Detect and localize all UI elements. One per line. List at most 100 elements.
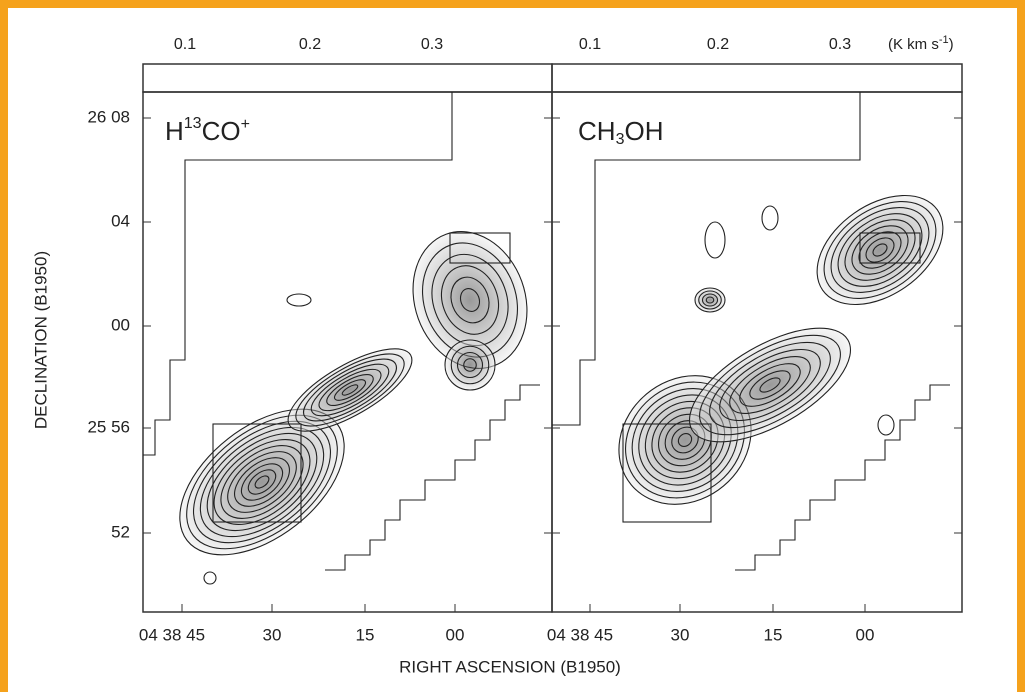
contour — [694, 287, 726, 313]
contour — [705, 296, 715, 304]
contour — [688, 327, 852, 443]
contour — [220, 445, 304, 519]
y-tick-label: 04 — [111, 211, 130, 230]
contour — [759, 377, 781, 393]
contour — [295, 353, 405, 427]
contour — [459, 288, 481, 312]
contour — [816, 194, 944, 306]
colorbar-unit: (K km s-1) — [888, 34, 954, 53]
contour — [247, 469, 277, 495]
contour — [872, 243, 888, 257]
x-tick-label: 00 — [446, 625, 465, 644]
contour — [739, 363, 801, 407]
region-box — [859, 232, 921, 264]
panel-label: CH3OH — [578, 116, 663, 148]
colorbar-tick-label: 0.3 — [829, 36, 851, 53]
contour-fill — [689, 328, 851, 442]
contour-fill — [413, 231, 527, 369]
label-part: CO — [202, 116, 241, 146]
contour — [287, 348, 413, 432]
contour — [729, 356, 811, 414]
contour — [749, 370, 791, 400]
contour — [341, 384, 359, 396]
colorbar-tick-label: 0.1 — [579, 36, 601, 53]
contour — [456, 351, 484, 379]
contour — [877, 414, 895, 436]
colorbar-tick-label: 0.2 — [707, 36, 729, 53]
contour-fill — [817, 195, 943, 305]
unit-part: (K km s — [888, 36, 939, 53]
contour — [709, 341, 831, 429]
contour — [240, 463, 284, 501]
contour — [450, 276, 490, 324]
contour — [761, 205, 779, 231]
x-tick-label: 30 — [263, 625, 282, 644]
contour — [865, 237, 895, 263]
label-part: OH — [624, 116, 663, 146]
survey-boundary — [143, 92, 453, 456]
contour — [440, 265, 500, 335]
contour — [234, 457, 290, 507]
contour — [318, 368, 382, 412]
contour — [450, 345, 490, 385]
y-tick-label: 26 08 — [87, 107, 130, 126]
contour-fill — [695, 288, 725, 312]
contour — [206, 432, 318, 532]
contour — [677, 433, 693, 447]
survey-boundary — [735, 384, 950, 571]
label-part: CH — [578, 116, 616, 146]
contour — [326, 374, 374, 406]
unit-part: ) — [949, 36, 954, 53]
contour — [333, 379, 367, 401]
y-axis-title: DECLINATION (B1950) — [31, 251, 50, 429]
contour — [704, 221, 726, 259]
panel-frame — [551, 91, 963, 613]
contour — [203, 571, 217, 585]
contour — [199, 426, 325, 538]
label-part: H — [165, 116, 184, 146]
contour — [227, 451, 297, 513]
region-box — [212, 423, 302, 523]
x-tick-label: 04 38 45 — [547, 625, 613, 644]
x-tick-label: 30 — [671, 625, 690, 644]
contour — [286, 293, 312, 307]
label-part: 3 — [616, 131, 625, 148]
y-tick-label: 00 — [111, 315, 130, 334]
contour — [303, 358, 397, 422]
colorbar-tick-label: 0.1 — [174, 36, 196, 53]
contour — [837, 213, 923, 287]
contour — [844, 219, 916, 281]
contour-fill — [288, 348, 412, 432]
unit-part: -1 — [939, 34, 949, 46]
contour — [698, 290, 722, 310]
y-tick-label: 25 56 — [87, 417, 130, 436]
panel-label: H13CO+ — [165, 115, 250, 146]
contour — [431, 253, 509, 347]
contour — [830, 207, 930, 293]
contour-map — [179, 194, 944, 585]
region-box — [622, 423, 712, 523]
x-axis-title: RIGHT ASCENSION (B1950) — [399, 657, 621, 676]
contour — [444, 339, 496, 391]
x-tick-label: 15 — [356, 625, 375, 644]
colorbar-tick-label: 0.2 — [299, 36, 321, 53]
x-tick-label: 00 — [856, 625, 875, 644]
colorbar-tick-label: 0.3 — [421, 36, 443, 53]
label-part: 13 — [184, 115, 202, 132]
contour — [823, 201, 937, 299]
contour — [851, 225, 909, 275]
x-tick-label: 04 38 45 — [139, 625, 205, 644]
contour — [701, 293, 719, 307]
region-box — [449, 232, 511, 264]
contour — [254, 475, 270, 489]
contour-fill — [445, 340, 495, 390]
x-tick-label: 15 — [764, 625, 783, 644]
contour — [192, 420, 332, 544]
label-part: + — [241, 116, 250, 133]
contour — [310, 363, 390, 417]
survey-boundary — [325, 384, 540, 571]
survey-boundary — [552, 92, 861, 426]
y-tick-label: 52 — [111, 522, 130, 541]
